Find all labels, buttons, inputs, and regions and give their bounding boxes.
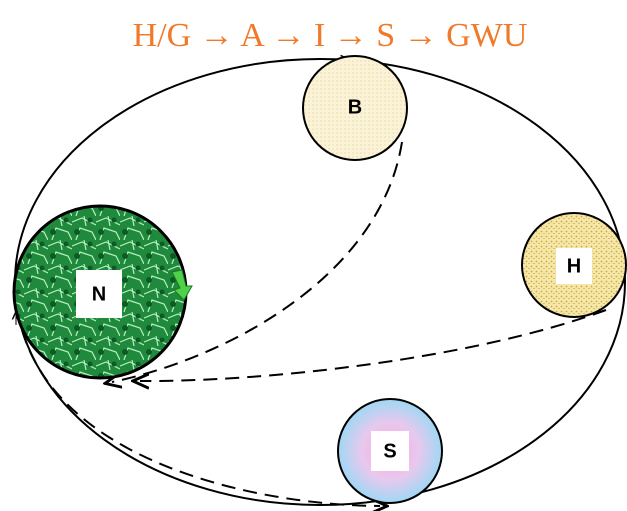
label-box — [371, 431, 409, 471]
title: H/G → A → I → S → GWU — [133, 17, 528, 54]
node-label: B — [348, 96, 362, 118]
dashed-path — [140, 309, 607, 381]
label-box — [76, 270, 122, 318]
node-b — [302, 55, 408, 161]
node-label: N — [92, 283, 106, 305]
label-box — [556, 248, 592, 284]
node-label: H — [567, 255, 581, 277]
dashed-path — [21, 329, 380, 506]
dashed-path — [112, 141, 403, 382]
node-label: S — [383, 440, 396, 462]
green-arrow — [171, 269, 193, 301]
